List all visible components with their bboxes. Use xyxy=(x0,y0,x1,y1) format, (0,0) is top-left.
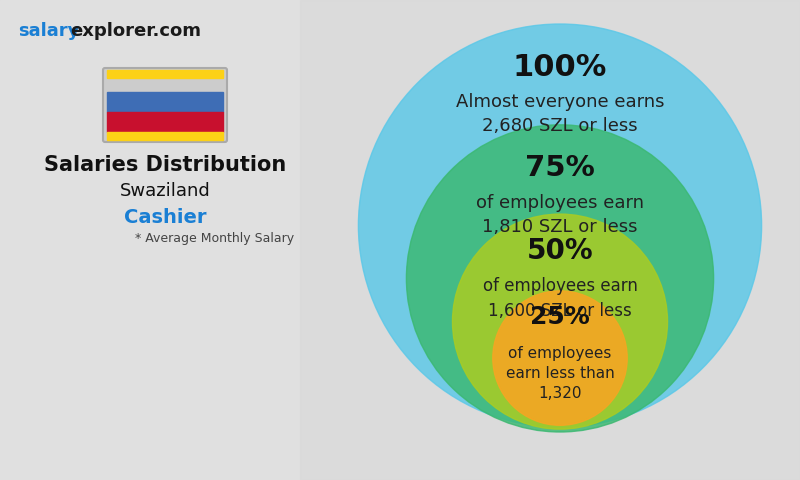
Bar xyxy=(107,132,223,140)
Bar xyxy=(107,112,223,132)
Text: of employees earn
1,810 SZL or less: of employees earn 1,810 SZL or less xyxy=(476,194,644,236)
Text: * Average Monthly Salary: * Average Monthly Salary xyxy=(135,232,294,245)
Circle shape xyxy=(453,214,667,429)
Bar xyxy=(107,70,223,78)
Text: salary: salary xyxy=(18,22,79,40)
Text: Cashier: Cashier xyxy=(124,208,206,227)
Text: 50%: 50% xyxy=(526,237,594,265)
Bar xyxy=(107,92,223,112)
FancyBboxPatch shape xyxy=(103,68,227,142)
Text: 25%: 25% xyxy=(530,305,590,329)
Text: Almost everyone earns
2,680 SZL or less: Almost everyone earns 2,680 SZL or less xyxy=(456,93,664,135)
Text: of employees
earn less than
1,320: of employees earn less than 1,320 xyxy=(506,346,614,401)
Circle shape xyxy=(406,125,714,432)
Text: 75%: 75% xyxy=(525,154,595,181)
Circle shape xyxy=(358,24,762,427)
Text: 100%: 100% xyxy=(513,53,607,82)
Text: explorer.com: explorer.com xyxy=(70,22,201,40)
Text: Salaries Distribution: Salaries Distribution xyxy=(44,155,286,175)
Bar xyxy=(300,0,800,480)
Circle shape xyxy=(493,291,627,425)
Text: Swaziland: Swaziland xyxy=(120,182,210,200)
Text: of employees earn
1,600 SZL or less: of employees earn 1,600 SZL or less xyxy=(482,277,638,320)
